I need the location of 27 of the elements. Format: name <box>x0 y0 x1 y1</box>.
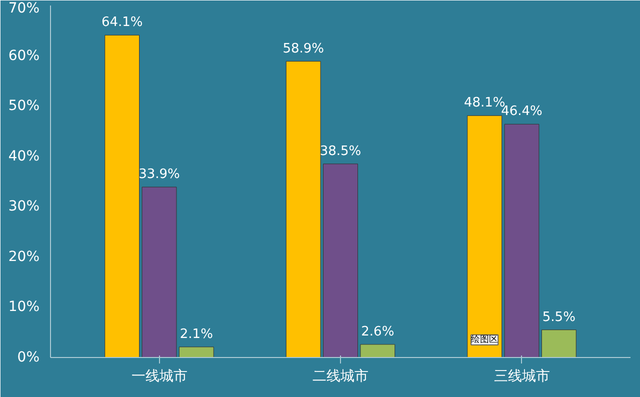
data-label: 64.1% <box>101 15 143 30</box>
bar <box>323 164 358 358</box>
x-tick-label: 一线城市 <box>131 368 188 384</box>
y-tick-label: 10% <box>8 299 40 316</box>
y-tick-label: 30% <box>8 198 40 215</box>
data-label: 58.9% <box>282 41 324 56</box>
y-tick-label: 40% <box>8 148 40 164</box>
x-tick-label: 三线城市 <box>494 368 550 384</box>
data-label: 5.5% <box>542 310 576 325</box>
x-tick-label: 二线城市 <box>312 368 368 384</box>
data-label: 33.9% <box>138 167 180 182</box>
y-tick-label: 70% <box>8 0 40 16</box>
bar <box>467 115 502 358</box>
bar <box>142 186 177 358</box>
data-label: 2.6% <box>361 324 394 340</box>
bar <box>360 344 396 358</box>
bar <box>286 61 321 358</box>
bar <box>178 346 214 358</box>
y-tick-label: 60% <box>8 48 40 64</box>
data-label: 2.1% <box>180 326 213 342</box>
y-tick-label: 50% <box>8 98 40 114</box>
bar <box>104 34 140 358</box>
y-tick-label: 0% <box>17 350 40 366</box>
bar <box>504 124 540 358</box>
y-tick-label: 20% <box>8 248 40 265</box>
bar <box>541 330 576 358</box>
data-label: 38.5% <box>320 144 362 159</box>
